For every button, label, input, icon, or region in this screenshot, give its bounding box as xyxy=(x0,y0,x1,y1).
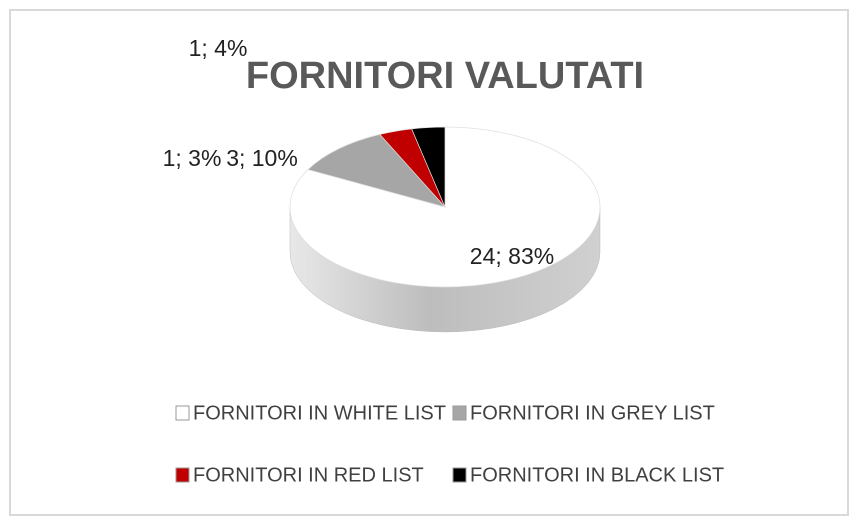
data-label: 1; 3% xyxy=(163,145,222,171)
data-label: 1; 4% xyxy=(189,35,248,61)
chart-title: FORNITORI VALUTATI xyxy=(246,55,644,97)
legend-label: FORNITORI IN WHITE LIST xyxy=(193,402,446,424)
slice xyxy=(411,126,446,208)
legend-label: FORNITORI IN RED LIST xyxy=(193,464,424,486)
legend-label: FORNITORI IN BLACK LIST xyxy=(470,464,724,486)
slice xyxy=(307,134,447,208)
legend-swatch xyxy=(452,467,467,483)
data-label: 24; 83% xyxy=(470,243,554,269)
legend-swatch xyxy=(175,467,190,483)
legend-label: FORNITORI IN GREY LIST xyxy=(470,402,715,424)
data-label: 3; 10% xyxy=(226,145,298,171)
legend-swatch xyxy=(452,405,467,421)
legend-swatch xyxy=(175,405,190,421)
